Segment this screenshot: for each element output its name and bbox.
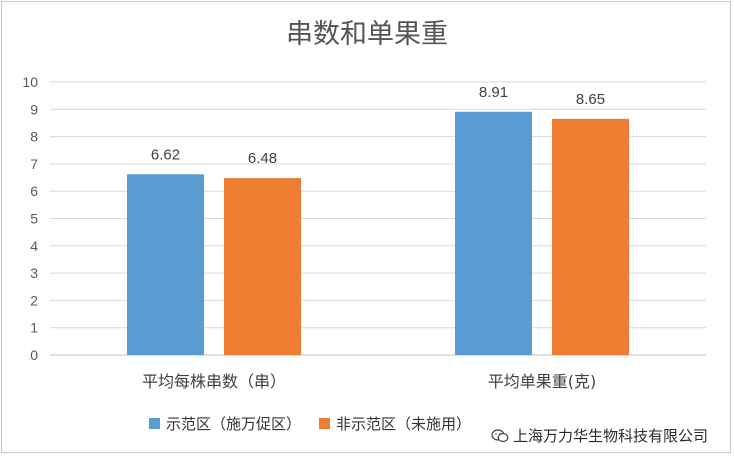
y-tick-label: 3: [30, 265, 38, 281]
legend-label-series-2: 非示范区（未施用）: [336, 414, 472, 433]
x-category-label: 平均单果重(克): [488, 372, 597, 391]
chart-title: 串数和单果重: [286, 19, 448, 50]
y-tick-label: 1: [30, 320, 38, 336]
y-tick-label: 8: [30, 129, 38, 145]
x-category-label: 平均每株串数（串）: [142, 372, 286, 391]
x-category-labels: 平均每株串数（串） 平均单果重(克): [142, 372, 596, 391]
data-label: 6.62: [151, 146, 180, 163]
y-tick-label: 2: [30, 292, 38, 308]
legend-swatch-series-1: [148, 417, 160, 429]
watermark: 上海万力华生物科技有限公司: [486, 424, 712, 447]
watermark-text: 上海万力华生物科技有限公司: [512, 427, 708, 445]
data-label: 6.48: [248, 150, 277, 167]
y-tick-label: 6: [30, 183, 38, 199]
bar-1-2: [455, 111, 532, 355]
y-tick-label: 10: [22, 74, 38, 90]
data-labels: 6.62 6.48 8.91 8.65: [151, 84, 605, 167]
y-tick-label: 7: [30, 156, 38, 172]
legend: 示范区（施万促区） 非示范区（未施用）: [0, 411, 620, 435]
y-tick-labels: 0 1 2 3 4 5 6 7 8 9 10: [22, 74, 38, 363]
legend-swatch-series-2: [319, 417, 330, 429]
data-label: 8.91: [479, 84, 508, 101]
y-tick-label: 4: [30, 238, 38, 254]
y-tick-label: 9: [30, 101, 38, 117]
data-label: 8.65: [576, 91, 605, 108]
bars: [127, 111, 629, 355]
legend-label-series-1: 示范区（施万促区）: [165, 414, 301, 433]
legend-item-series-1: 示范区（施万促区）: [148, 413, 301, 434]
bar-2-1: [224, 178, 301, 355]
y-tick-label: 5: [30, 211, 38, 227]
wechat-icon: [491, 428, 509, 442]
y-tick-label: 0: [30, 347, 38, 363]
bar-1-1: [127, 174, 204, 355]
bar-2-2: [552, 118, 629, 355]
legend-item-series-2: 非示范区（未施用）: [319, 413, 471, 434]
